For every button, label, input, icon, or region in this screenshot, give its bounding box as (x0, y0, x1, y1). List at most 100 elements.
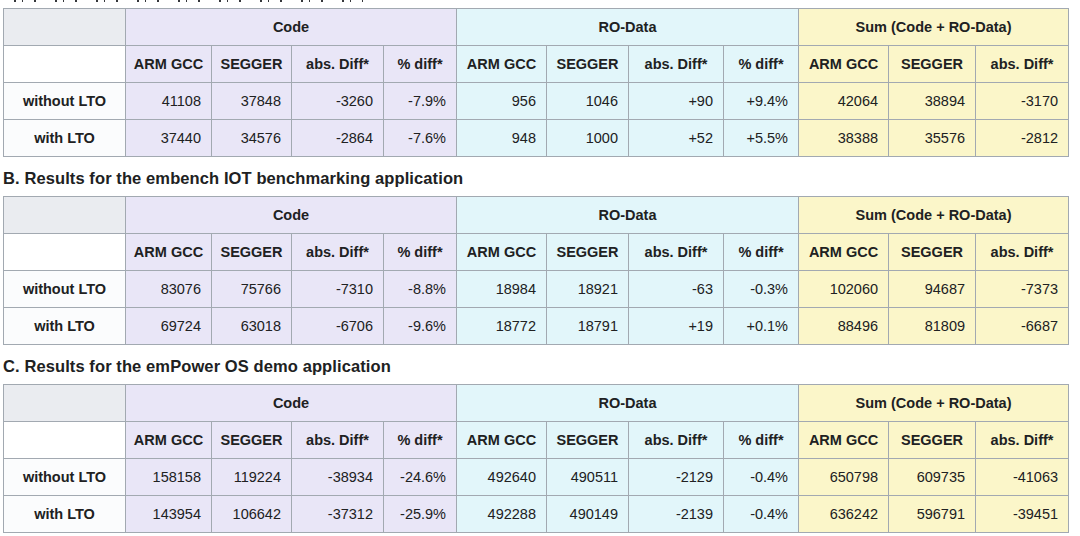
col-header-ro-data-abs-diff: abs. Diff* (629, 234, 724, 271)
group-header-code: Code (126, 9, 457, 46)
group-header-ro-data: RO-Data (457, 385, 799, 422)
value-cell-code-arm-gcc: 69724 (126, 308, 212, 345)
value-cell-ro-data-arm-gcc: 492640 (457, 459, 547, 496)
row-label-without-lto: without LTO (4, 271, 126, 308)
col-header-sum-abs-diff: abs. Diff* (976, 234, 1069, 271)
row-label-without-lto: without LTO (4, 459, 126, 496)
corner-cell (4, 9, 126, 46)
row-label-with-lto: with LTO (4, 496, 126, 533)
col-header-code-segger: SEGGER (212, 234, 292, 271)
value-cell-sum-abs-diff: -7373 (976, 271, 1069, 308)
value-cell-code-abs-diff: -2864 (292, 120, 384, 157)
value-cell-code-segger: 75766 (212, 271, 292, 308)
col-header-code-diff: % diff* (384, 234, 457, 271)
value-cell-sum-abs-diff: -39451 (976, 496, 1069, 533)
value-cell-ro-data-arm-gcc: 18984 (457, 271, 547, 308)
value-cell-ro-data-abs-diff: -2129 (629, 459, 724, 496)
value-cell-sum-abs-diff: -2812 (976, 120, 1069, 157)
col-header-ro-data-diff: % diff* (724, 46, 799, 83)
value-cell-code-diff: -24.6% (384, 459, 457, 496)
value-cell-ro-data-diff: -0.3% (724, 271, 799, 308)
col-header-code-abs-diff: abs. Diff* (292, 234, 384, 271)
col-header-ro-data-abs-diff: abs. Diff* (629, 422, 724, 459)
value-cell-code-diff: -25.9% (384, 496, 457, 533)
value-cell-sum-arm-gcc: 88496 (799, 308, 889, 345)
group-header-sum: Sum (Code + RO-Data) (799, 197, 1069, 234)
group-header-code: Code (126, 385, 457, 422)
value-cell-code-segger: 106642 (212, 496, 292, 533)
value-cell-code-arm-gcc: 143954 (126, 496, 212, 533)
col-header-ro-data-diff: % diff* (724, 234, 799, 271)
col-header-sum-arm-gcc: ARM GCC (799, 234, 889, 271)
col-header-code-segger: SEGGER (212, 46, 292, 83)
col-header-code-arm-gcc: ARM GCC (126, 46, 212, 83)
col-header-sum-abs-diff: abs. Diff* (976, 46, 1069, 83)
value-cell-ro-data-segger: 490511 (547, 459, 629, 496)
value-cell-code-abs-diff: -6706 (292, 308, 384, 345)
col-header-ro-data-diff: % diff* (724, 422, 799, 459)
value-cell-sum-segger: 38894 (889, 83, 976, 120)
col-header-sum-arm-gcc: ARM GCC (799, 422, 889, 459)
value-cell-sum-arm-gcc: 38388 (799, 120, 889, 157)
col-header-sum-abs-diff: abs. Diff* (976, 422, 1069, 459)
col-header-sum-segger: SEGGER (889, 46, 976, 83)
col-header-code-abs-diff: abs. Diff* (292, 46, 384, 83)
value-cell-code-diff: -9.6% (384, 308, 457, 345)
value-cell-code-arm-gcc: 158158 (126, 459, 212, 496)
col-header-code-arm-gcc: ARM GCC (126, 422, 212, 459)
value-cell-sum-segger: 81809 (889, 308, 976, 345)
col-header-code-diff: % diff* (384, 422, 457, 459)
value-cell-ro-data-segger: 18791 (547, 308, 629, 345)
value-cell-ro-data-arm-gcc: 948 (457, 120, 547, 157)
col-header-ro-data-arm-gcc: ARM GCC (457, 422, 547, 459)
value-cell-ro-data-arm-gcc: 956 (457, 83, 547, 120)
group-header-ro-data: RO-Data (457, 197, 799, 234)
section-b-title: B. Results for the embench IOT benchmark… (3, 168, 1080, 189)
value-cell-ro-data-segger: 1000 (547, 120, 629, 157)
blank-header-cell (4, 422, 126, 459)
value-cell-ro-data-abs-diff: +52 (629, 120, 724, 157)
row-label-with-lto: with LTO (4, 120, 126, 157)
col-header-ro-data-segger: SEGGER (547, 46, 629, 83)
value-cell-code-diff: -8.8% (384, 271, 457, 308)
value-cell-ro-data-diff: -0.4% (724, 496, 799, 533)
value-cell-sum-segger: 609735 (889, 459, 976, 496)
value-cell-ro-data-arm-gcc: 18772 (457, 308, 547, 345)
value-cell-code-segger: 34576 (212, 120, 292, 157)
value-cell-sum-arm-gcc: 102060 (799, 271, 889, 308)
col-header-sum-arm-gcc: ARM GCC (799, 46, 889, 83)
value-cell-code-diff: -7.6% (384, 120, 457, 157)
group-header-sum: Sum (Code + RO-Data) (799, 9, 1069, 46)
value-cell-ro-data-abs-diff: -63 (629, 271, 724, 308)
value-cell-sum-abs-diff: -41063 (976, 459, 1069, 496)
row-label-with-lto: with LTO (4, 308, 126, 345)
value-cell-code-abs-diff: -3260 (292, 83, 384, 120)
value-cell-code-abs-diff: -37312 (292, 496, 384, 533)
value-cell-sum-arm-gcc: 636242 (799, 496, 889, 533)
section-a-title-clipped (3, 0, 363, 4)
value-cell-ro-data-segger: 18921 (547, 271, 629, 308)
value-cell-sum-segger: 35576 (889, 120, 976, 157)
col-header-sum-segger: SEGGER (889, 234, 976, 271)
group-header-sum: Sum (Code + RO-Data) (799, 385, 1069, 422)
results-table-c: CodeRO-DataSum (Code + RO-Data)ARM GCCSE… (3, 384, 1069, 533)
blank-header-cell (4, 234, 126, 271)
row-label-without-lto: without LTO (4, 83, 126, 120)
section-c-title: C. Results for the emPower OS demo appli… (3, 356, 1080, 377)
value-cell-sum-arm-gcc: 650798 (799, 459, 889, 496)
results-table-b: CodeRO-DataSum (Code + RO-Data)ARM GCCSE… (3, 196, 1069, 345)
col-header-ro-data-arm-gcc: ARM GCC (457, 234, 547, 271)
value-cell-code-arm-gcc: 37440 (126, 120, 212, 157)
blank-header-cell (4, 46, 126, 83)
value-cell-ro-data-segger: 490149 (547, 496, 629, 533)
value-cell-ro-data-diff: +0.1% (724, 308, 799, 345)
corner-cell (4, 197, 126, 234)
group-header-ro-data: RO-Data (457, 9, 799, 46)
value-cell-code-abs-diff: -7310 (292, 271, 384, 308)
value-cell-code-segger: 63018 (212, 308, 292, 345)
col-header-ro-data-segger: SEGGER (547, 234, 629, 271)
col-header-ro-data-segger: SEGGER (547, 422, 629, 459)
value-cell-sum-segger: 94687 (889, 271, 976, 308)
value-cell-code-arm-gcc: 83076 (126, 271, 212, 308)
col-header-code-abs-diff: abs. Diff* (292, 422, 384, 459)
